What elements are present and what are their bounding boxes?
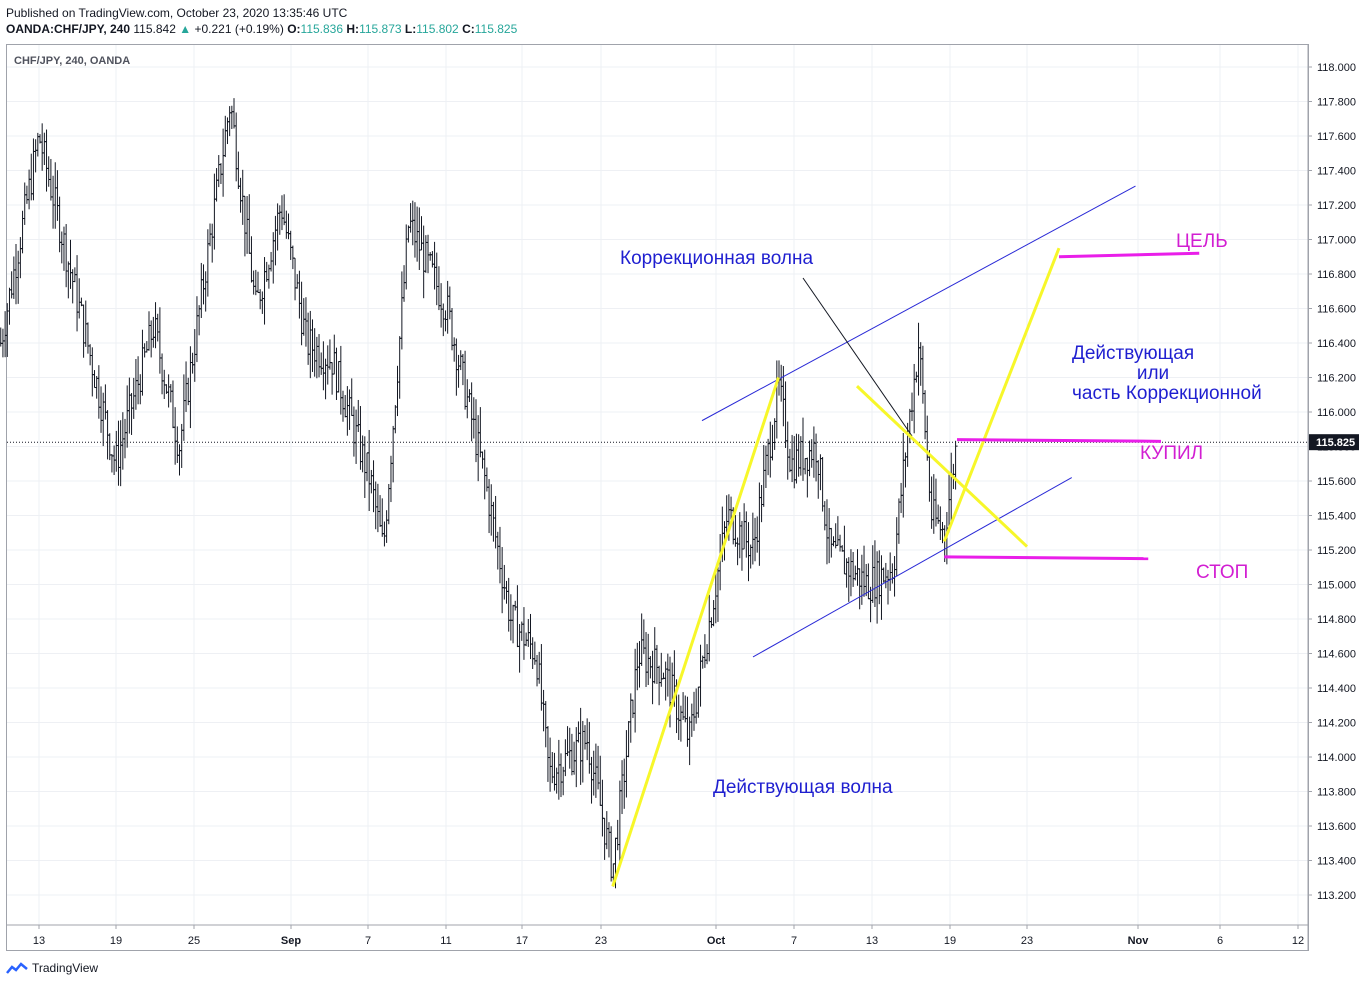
footer-brand-text: TradingView — [32, 961, 99, 975]
correction-wave-line — [855, 385, 1029, 548]
drawings-layer: Коррекционная волна Действующая волна Дейс… — [7, 185, 1308, 887]
label-bought: КУПИЛ — [1140, 443, 1203, 464]
y-tick-label: 114.600 — [1317, 649, 1356, 661]
label-target: ЦЕЛЬ — [1176, 231, 1228, 252]
close-value: 115.825 — [474, 22, 518, 36]
projection-wave-line — [942, 247, 1061, 542]
y-tick-label: 113.400 — [1317, 856, 1356, 868]
annotation-alt-line-1: Действующая — [1072, 343, 1194, 364]
x-tick-label: 13 — [866, 935, 878, 947]
axes-layer: 118.000 117.800 117.600 117.400 117.200 117.0… — [7, 45, 1359, 950]
grid-layer — [7, 45, 1308, 925]
ohlc-bars-layer — [0, 98, 958, 889]
open-value: 115.836 — [300, 22, 344, 36]
x-tick-label: 7 — [365, 935, 371, 947]
x-tick-label: Sep — [281, 935, 301, 947]
y-tick-label: 116.000 — [1317, 407, 1356, 419]
x-tick-label: 6 — [1217, 935, 1223, 947]
annotation-alt-line-3: часть Коррекционной — [1072, 383, 1262, 404]
impulse-wave-line — [611, 377, 780, 887]
label-stop: СТОП — [1196, 562, 1248, 583]
channel-upper-line — [701, 185, 1136, 422]
y-tick-label: 117.200 — [1317, 200, 1356, 212]
change-icon: ▲ — [179, 22, 192, 36]
y-tick-label: 116.200 — [1317, 373, 1356, 385]
x-tick-label: 13 — [33, 935, 45, 947]
x-tick-label: 23 — [1021, 935, 1033, 947]
current-price-badge — [1309, 434, 1359, 451]
x-tick-label: 19 — [110, 935, 122, 947]
y-tick-label: 118.000 — [1317, 62, 1356, 74]
high-value: 115.873 — [359, 22, 402, 36]
x-tick-label: 7 — [791, 935, 797, 947]
target-level-line — [1058, 251, 1200, 259]
y-tick-label: 116.400 — [1317, 338, 1356, 350]
open-label: O: — [287, 22, 301, 36]
y-tick-label: 115.400 — [1317, 511, 1356, 523]
y-tick-label: 113.800 — [1317, 787, 1356, 799]
y-tick-label: 114.000 — [1317, 752, 1356, 764]
x-tick-label: Oct — [707, 935, 726, 947]
low-value: 115.802 — [416, 22, 459, 36]
y-tick-label: 116.800 — [1317, 269, 1356, 281]
low-label: L: — [404, 22, 417, 36]
stop-level-line — [944, 555, 1149, 561]
y-tick-label: 117.000 — [1317, 235, 1356, 247]
x-tick-label: 11 — [440, 935, 451, 947]
y-tick-label: 114.400 — [1317, 683, 1356, 695]
x-tick-label: 25 — [188, 935, 200, 947]
annotation-impulse-wave: Действующая волна — [713, 777, 893, 798]
x-tick-label: Nov — [1128, 935, 1150, 947]
y-tick-label: 115.200 — [1317, 545, 1356, 557]
x-tick-label: 12 — [1292, 935, 1304, 947]
published-caption: Published on TradingView.com, October 23… — [6, 6, 348, 20]
y-tick-label: 115.600 — [1317, 476, 1356, 488]
y-tick-label: 113.200 — [1317, 890, 1356, 902]
buy-level-line — [956, 438, 1162, 443]
y-tick-label: 116.600 — [1317, 304, 1356, 316]
chart-title: CHF/JPY, 240, OANDA — [14, 55, 130, 67]
symbol-label: OANDA:CHF/JPY, 240 — [6, 22, 131, 36]
y-tick-label: 115.000 — [1317, 580, 1356, 592]
annotation-leader-line — [802, 277, 913, 437]
current-price-label: 115.825 — [1316, 437, 1355, 449]
close-label: C: — [462, 22, 475, 36]
x-tick-label: 17 — [516, 935, 528, 947]
y-tick-label: 117.600 — [1317, 131, 1356, 143]
last-price: 115.842 — [133, 22, 176, 36]
annotation-correction-wave: Коррекционная волна — [620, 248, 813, 269]
y-tick-label: 114.800 — [1317, 614, 1356, 626]
channel-lower-line — [752, 477, 1072, 658]
y-tick-label: 114.200 — [1317, 718, 1356, 730]
y-tick-label: 117.800 — [1317, 97, 1356, 109]
symbol-ohlc-legend: OANDA:CHF/JPY, 240 115.842 ▲ +0.221 (+0.… — [6, 22, 517, 36]
price-change: +0.221 (+0.19%) — [194, 22, 284, 36]
footer-brand[interactable]: TradingView — [6, 961, 98, 975]
tradingview-logo-icon — [6, 962, 28, 974]
annotation-alt-line-2: или — [1137, 363, 1169, 384]
high-label: H: — [346, 22, 360, 36]
y-tick-label: 117.400 — [1317, 166, 1356, 178]
x-tick-label: 19 — [944, 935, 956, 947]
x-tick-label: 23 — [595, 935, 607, 947]
y-tick-label: 113.600 — [1317, 821, 1356, 833]
